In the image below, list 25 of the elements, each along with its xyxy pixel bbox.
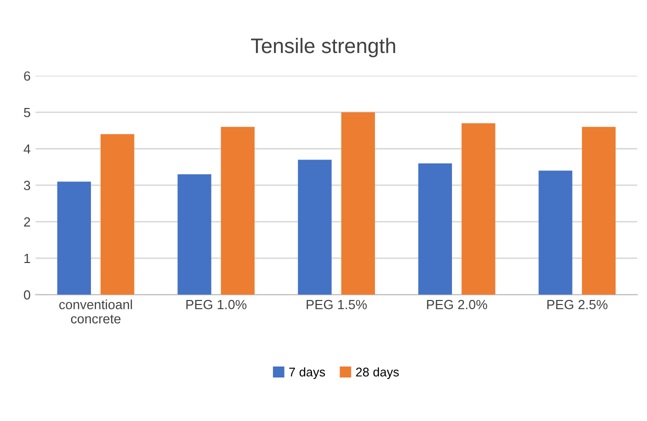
y-tick-label: 2 (24, 217, 30, 227)
y-tick-label: 1 (24, 254, 30, 263)
bar (341, 112, 375, 295)
x-tick-label: PEG 2.0% (427, 300, 488, 310)
bar (298, 160, 332, 295)
bar (582, 126, 616, 295)
bar (418, 163, 452, 295)
x-tick-label: PEG 1.0% (186, 300, 246, 310)
y-tick-label: 0 (24, 290, 30, 300)
y-tick-label: 5 (24, 108, 30, 118)
legend-label: 28 days (356, 367, 399, 379)
bar (462, 123, 496, 295)
bar (538, 170, 572, 295)
x-tick-label: PEG 2.5% (547, 300, 608, 310)
bar (100, 134, 134, 295)
chart-title: Tensile strength (251, 38, 396, 58)
x-tick-label: PEG 1.5% (306, 300, 367, 310)
y-tick-label: 6 (24, 71, 30, 81)
bar (57, 182, 91, 295)
bar (220, 126, 255, 295)
x-tick-label: conventioanl concrete (59, 300, 132, 324)
bar (178, 174, 212, 295)
legend-label: 7 days (289, 367, 326, 379)
y-tick-label: 3 (24, 180, 30, 190)
y-tick-label: 4 (24, 144, 30, 154)
